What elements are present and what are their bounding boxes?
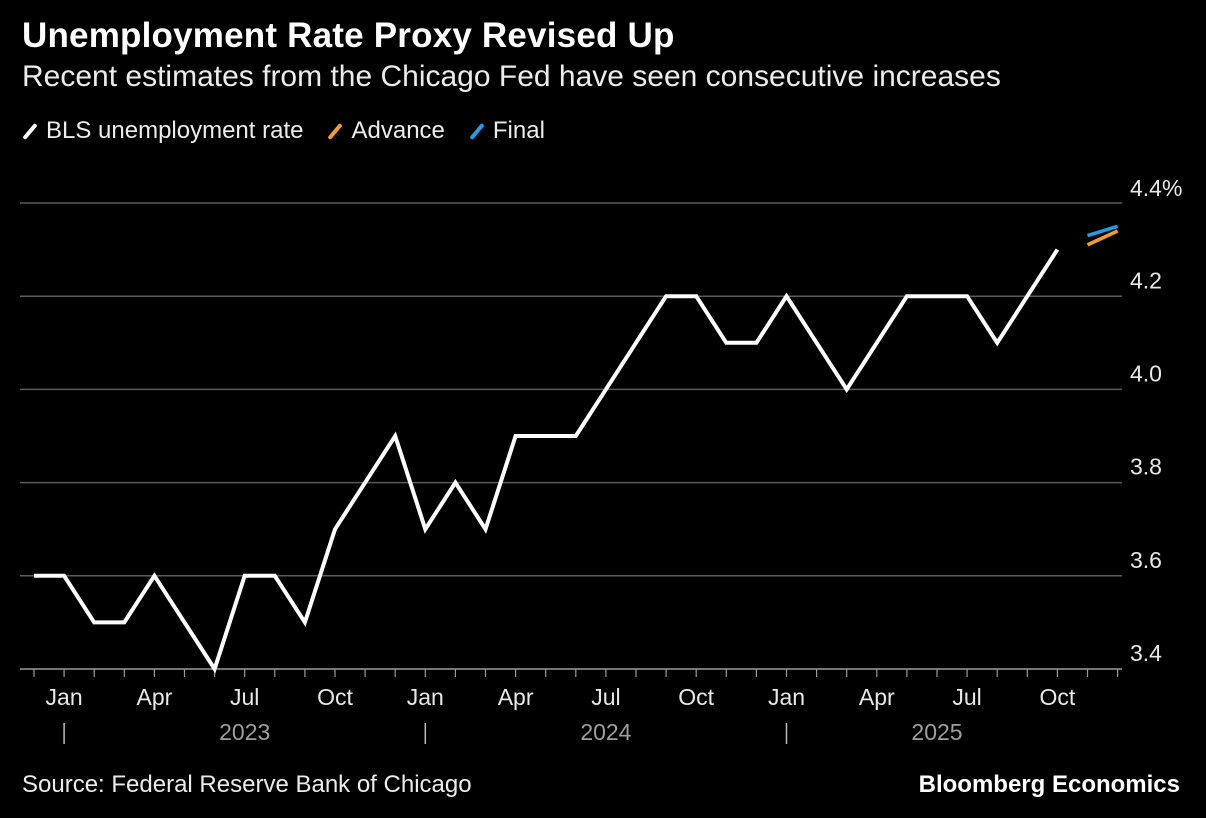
x-tick-label: Jan [46,684,83,710]
y-tick-label: 3.4 [1130,640,1162,666]
y-tick-label: 4.0 [1130,360,1162,386]
legend-label-final: Final [492,117,545,144]
x-tick-label: Jan [407,684,444,710]
chart-subtitle: Recent estimates from the Chicago Fed ha… [22,60,1001,93]
x-tick-label: Oct [678,684,714,710]
x-tick-label: Apr [859,684,895,710]
legend-item-advance: Advance [327,117,445,145]
series-line-final [1086,224,1119,238]
chart-title: Unemployment Rate Proxy Revised Up [22,16,675,55]
brand-logo-text: Bloomberg Economics [918,771,1180,798]
x-tick-label: Jul [230,684,259,710]
x-tick-label: Apr [498,684,534,710]
year-label: 2025 [911,719,962,745]
legend: BLS unemployment rate Advance Final [22,117,569,145]
y-tick-label: 4.2 [1130,267,1162,293]
source-note: Source: Federal Reserve Bank of Chicago [22,771,472,798]
y-tick-label: 3.6 [1130,547,1162,573]
y-tick-label: 4.4% [1130,175,1182,201]
year-label: 2024 [580,719,631,745]
series-line-advance [1086,229,1119,247]
year-label: 2023 [219,719,270,745]
legend-item-final: Final [469,117,545,145]
x-tick-label: Jan [768,684,805,710]
x-tick-label: Oct [317,684,353,710]
x-tick-label: Oct [1040,684,1076,710]
legend-label-bls: BLS unemployment rate [46,117,304,144]
x-tick-label: Apr [137,684,173,710]
legend-item-bls: BLS unemployment rate [22,117,303,145]
legend-label-advance: Advance [351,117,445,144]
x-tick-label: Jul [591,684,620,710]
x-tick-label: Jul [952,684,981,710]
y-tick-label: 3.8 [1130,454,1162,480]
series-line-bls-unemployment-rate [34,248,1060,674]
